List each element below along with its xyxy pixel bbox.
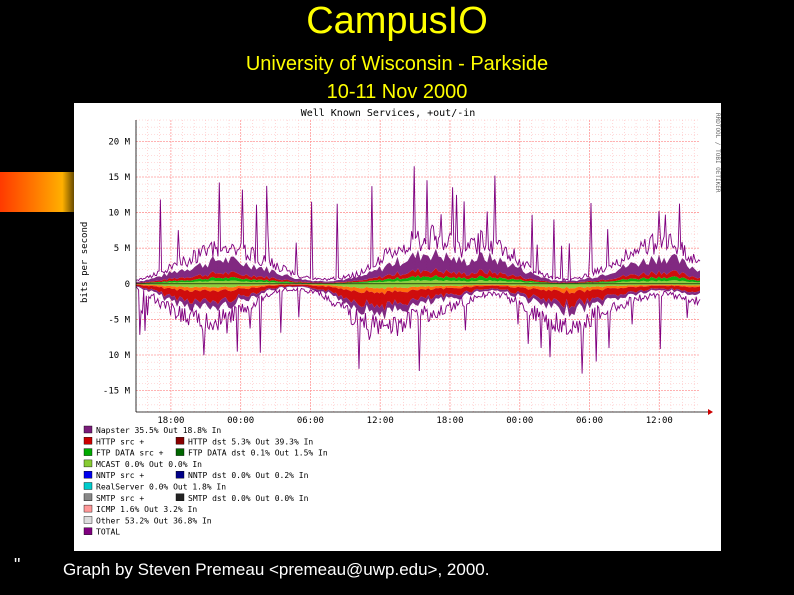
traffic-graph: Well Known Services, +out/-in bits per se… (74, 103, 721, 551)
bullet-mark: " (14, 555, 21, 575)
legend-label: MCAST 0.0% Out 0.0% In (96, 460, 202, 469)
page-title: CampusIO (306, 0, 488, 42)
decorative-gradient-bar (0, 172, 78, 212)
in-napster-area (136, 285, 700, 320)
legend-label: HTTP dst 5.3% Out 39.3% In (188, 437, 313, 446)
page-subtitle: University of Wisconsin - Parkside (245, 53, 549, 75)
out-mcast-area (136, 279, 700, 284)
y-axis-label: bits per second (80, 222, 90, 303)
y-tick-label: -5 M (108, 315, 130, 325)
legend-swatch (83, 459, 93, 468)
x-tick-label: 18:00 (157, 416, 184, 426)
legend-label: HTTP src + (96, 437, 144, 446)
legend-label: FTP DATA dst 0.1% Out 1.5% In (188, 449, 328, 458)
legend-swatch (175, 493, 185, 501)
legend-swatch (83, 504, 93, 513)
legend-label: Other 53.2% Out 36.8% In (96, 516, 212, 525)
x-tick-label: 12:00 (367, 416, 394, 426)
page-date: 10-11 Nov 2000 (326, 81, 468, 103)
legend-swatch (83, 527, 93, 535)
legend-label: RealServer 0.0% Out 1.8% In (96, 483, 226, 492)
legend-swatch (175, 448, 185, 456)
legend-swatch (83, 437, 93, 445)
legend-label: ICMP 1.6% Out 3.2% In (96, 505, 197, 514)
traffic-chart-svg: Well Known Services, +out/-in bits per se… (80, 108, 721, 537)
in-mcast-area (136, 283, 700, 290)
y-tick-label: 5 M (114, 244, 131, 254)
x-tick-label: 18:00 (436, 416, 463, 426)
y-tick-label: 20 M (108, 137, 130, 147)
out-http-area (136, 268, 700, 284)
graph-credit: Graph by Steven Premeau <premeau@uwp.edu… (63, 560, 490, 579)
total-in-line (135, 286, 701, 374)
legend-swatch (175, 471, 185, 479)
legend-swatch (83, 471, 93, 479)
x-tick-label: 00:00 (227, 416, 254, 426)
legend-swatch (83, 516, 93, 524)
in-http-area (136, 284, 700, 311)
total-out-line (135, 166, 701, 282)
x-tick-label: 06:00 (297, 416, 324, 426)
legend-label: FTP DATA src + (96, 449, 164, 458)
legend-label: NNTP src + (96, 471, 144, 480)
x-axis-arrow (708, 409, 713, 415)
x-tick-label: 12:00 (646, 416, 673, 426)
y-tick-label: -15 M (103, 387, 131, 397)
x-tick-label: 06:00 (576, 416, 603, 426)
legend-label: SMTP src + (96, 494, 144, 503)
legend-label: SMTP dst 0.0% Out 0.0% In (188, 494, 309, 503)
y-tick-label: 0 (125, 280, 130, 290)
legend-swatch (83, 425, 93, 434)
out-ftp-area (136, 275, 700, 284)
in-other-area (136, 284, 700, 295)
out-napster-area (136, 248, 700, 283)
legend-swatch (83, 493, 93, 501)
y-tick-label: 15 M (108, 173, 130, 183)
legend-swatch (83, 482, 93, 490)
legend-label: Napster 35.5% Out 18.8% In (96, 426, 221, 435)
y-tick-label: 10 M (108, 209, 130, 219)
chart-title: Well Known Services, +out/-in (301, 108, 476, 119)
legend-label: TOTAL (96, 528, 120, 537)
legend-swatch (175, 437, 185, 445)
x-tick-label: 00:00 (506, 416, 533, 426)
legend-label: NNTP dst 0.0% Out 0.2% In (188, 471, 309, 480)
watermark-text: RRDTOOL / TOBI OETIKER (714, 113, 721, 193)
legend-swatch (83, 448, 93, 456)
y-tick-label: 10 M (108, 351, 130, 361)
